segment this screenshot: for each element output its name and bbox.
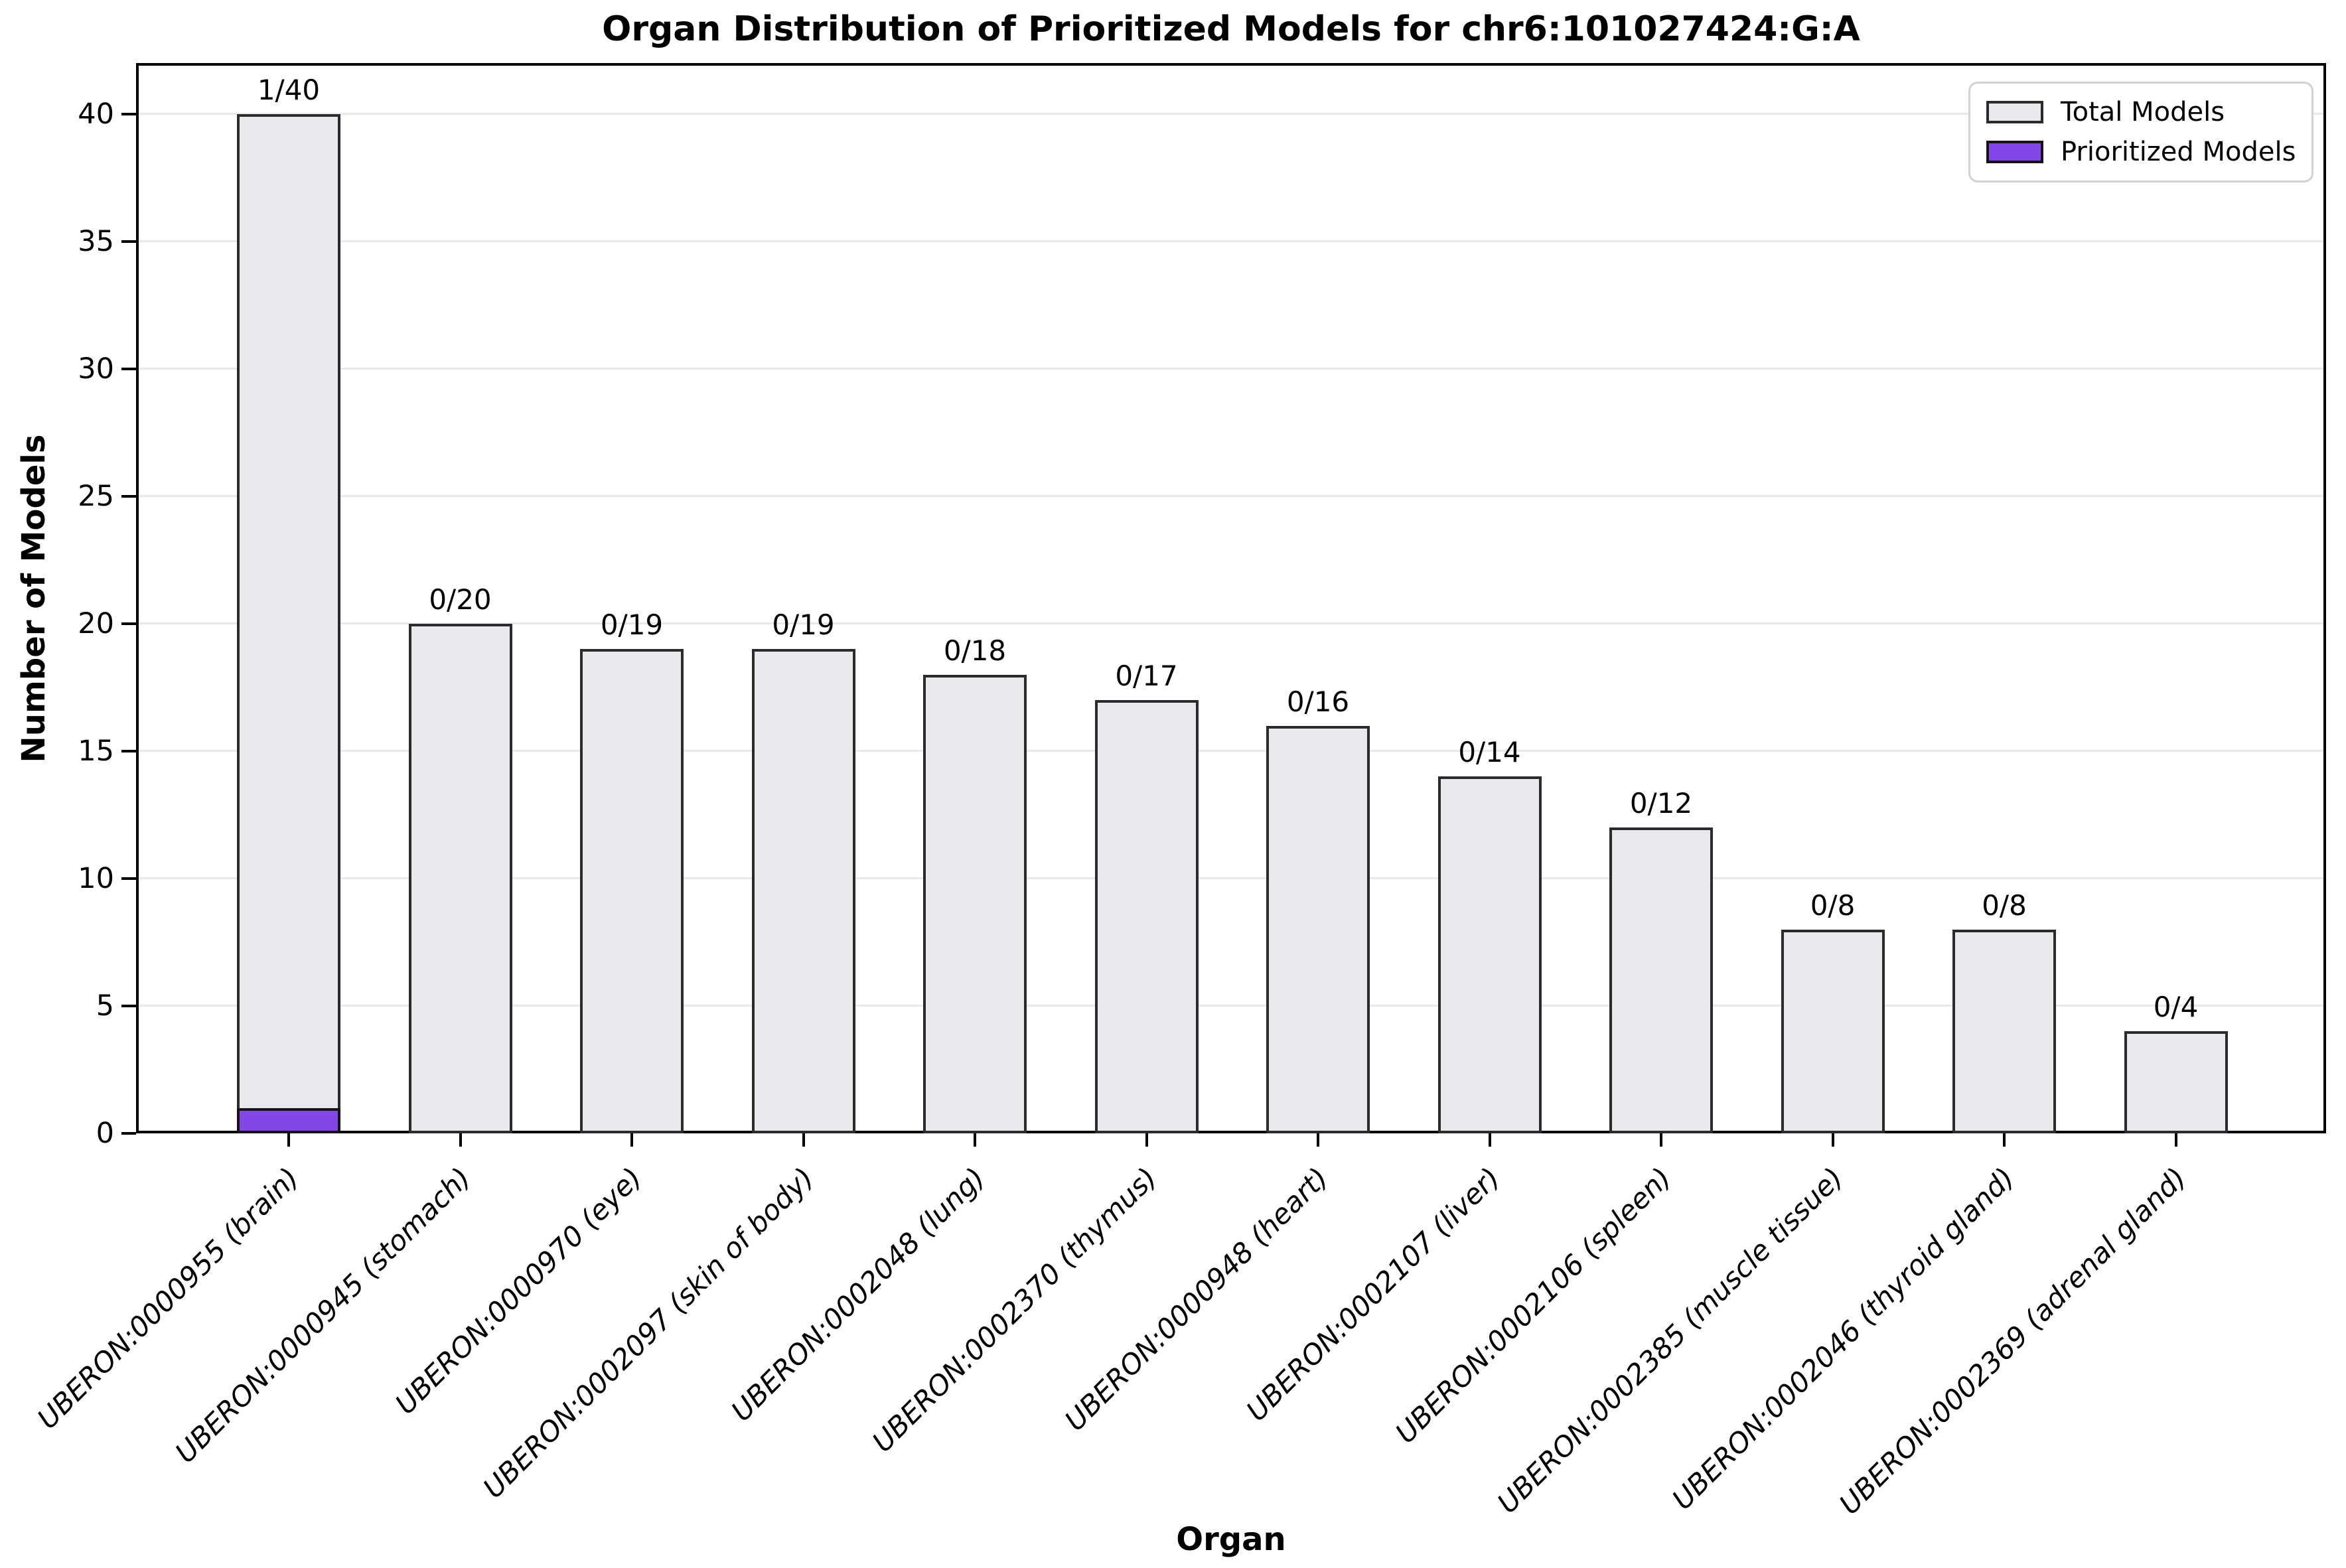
- bar-value-label: 0/14: [1458, 736, 1521, 769]
- bar-total: [408, 623, 512, 1133]
- y-tick-label-20: 20: [78, 606, 114, 640]
- x-tick-label: UBERON:0002369 (adrenal gland): [1832, 1161, 2193, 1521]
- x-tick: [630, 1133, 633, 1147]
- y-tick-label-35: 35: [78, 224, 114, 258]
- x-tick-label: UBERON:0002046 (thyroid gland): [1666, 1161, 2021, 1516]
- bar-total: [237, 113, 340, 1133]
- bar-value-label: 0/19: [600, 608, 664, 642]
- gridline-y25: [139, 495, 2323, 498]
- y-tick-30: [121, 367, 136, 370]
- x-tick-label: UBERON:0002106 (spleen): [1389, 1161, 1678, 1450]
- x-tick-label: UBERON:0002048 (lung): [725, 1161, 991, 1428]
- y-tick-10: [121, 877, 136, 880]
- gridline-y20: [139, 622, 2323, 625]
- bar-value-label: 0/16: [1286, 685, 1350, 718]
- x-tick-label: UBERON:0000945 (stomach): [168, 1161, 477, 1470]
- chart-title: Organ Distribution of Prioritized Models…: [602, 9, 1860, 49]
- x-tick-label: UBERON:0002107 (liver): [1239, 1161, 1506, 1428]
- bar-total: [1952, 929, 2056, 1133]
- bar-total: [1266, 725, 1370, 1133]
- legend-label: Prioritized Models: [2061, 137, 2296, 167]
- y-tick-label-40: 40: [78, 97, 114, 131]
- bar-value-label: 0/18: [943, 634, 1007, 667]
- y-tick-label-10: 10: [78, 861, 114, 895]
- y-tick-label-25: 25: [78, 479, 114, 513]
- gridline-y40: [139, 113, 2323, 115]
- legend: Total Models Prioritized Models: [1968, 82, 2313, 182]
- x-axis-label: Organ: [1176, 1521, 1286, 1558]
- bar-total: [2124, 1031, 2228, 1133]
- x-tick-label: UBERON:0002370 (thymus): [865, 1161, 1163, 1459]
- bar-value-label: 0/20: [429, 583, 492, 616]
- y-tick-label-5: 5: [96, 989, 114, 1023]
- legend-row: Prioritized Models: [1986, 137, 2311, 167]
- y-tick-label-30: 30: [78, 352, 114, 386]
- total-models-swatch-icon: [1986, 101, 2043, 123]
- x-tick-label: UBERON:0000970 (eye): [388, 1161, 648, 1421]
- x-tick: [1145, 1133, 1148, 1147]
- y-tick-5: [121, 1004, 136, 1007]
- prioritized-models-swatch-icon: [1986, 141, 2043, 163]
- legend-label: Total Models: [2061, 97, 2225, 127]
- gridline-y15: [139, 750, 2323, 752]
- x-tick-label: UBERON:0002097 (skin of body): [476, 1161, 820, 1505]
- x-tick-label: UBERON:0000948 (heart): [1058, 1161, 1335, 1437]
- y-tick-label-15: 15: [78, 734, 114, 768]
- x-tick: [1660, 1133, 1662, 1147]
- y-tick-0: [121, 1132, 136, 1135]
- y-tick-35: [121, 240, 136, 243]
- x-tick: [1831, 1133, 1834, 1147]
- bar-value-label: 0/8: [1982, 889, 2027, 922]
- x-tick: [974, 1133, 976, 1147]
- bar-total: [923, 674, 1027, 1133]
- x-tick: [1317, 1133, 1319, 1147]
- y-tick-15: [121, 749, 136, 752]
- bar-value-label: 0/12: [1629, 787, 1693, 820]
- bar-value-label: 0/19: [772, 608, 835, 642]
- x-tick: [459, 1133, 462, 1147]
- gridline-y35: [139, 240, 2323, 243]
- bar-prioritized: [237, 1107, 340, 1133]
- y-tick-20: [121, 622, 136, 625]
- x-tick: [2003, 1133, 2006, 1147]
- x-tick: [802, 1133, 805, 1147]
- bar-value-label: 0/17: [1115, 660, 1178, 693]
- bar-total: [580, 649, 684, 1133]
- bar-total: [751, 649, 855, 1133]
- gridline-y5: [139, 1005, 2323, 1007]
- bar-total: [1094, 700, 1199, 1133]
- x-tick-label: UBERON:0002385 (muscle tissue): [1491, 1161, 1850, 1520]
- bar-value-label: 1/40: [257, 73, 321, 106]
- gridline-y10: [139, 877, 2323, 880]
- bar-value-label: 0/8: [1810, 889, 1856, 922]
- x-tick: [287, 1133, 290, 1147]
- gridline-y30: [139, 368, 2323, 370]
- bar-total: [1609, 827, 1713, 1133]
- bar-total: [1781, 929, 1885, 1133]
- legend-row: Total Models: [1986, 97, 2311, 127]
- bar-total: [1437, 776, 1542, 1133]
- y-tick-40: [121, 112, 136, 115]
- x-tick: [2174, 1133, 2177, 1147]
- y-tick-label-0: 0: [96, 1117, 114, 1150]
- bar-value-label: 0/4: [2153, 991, 2199, 1024]
- y-tick-25: [121, 494, 136, 498]
- x-tick: [1488, 1133, 1491, 1147]
